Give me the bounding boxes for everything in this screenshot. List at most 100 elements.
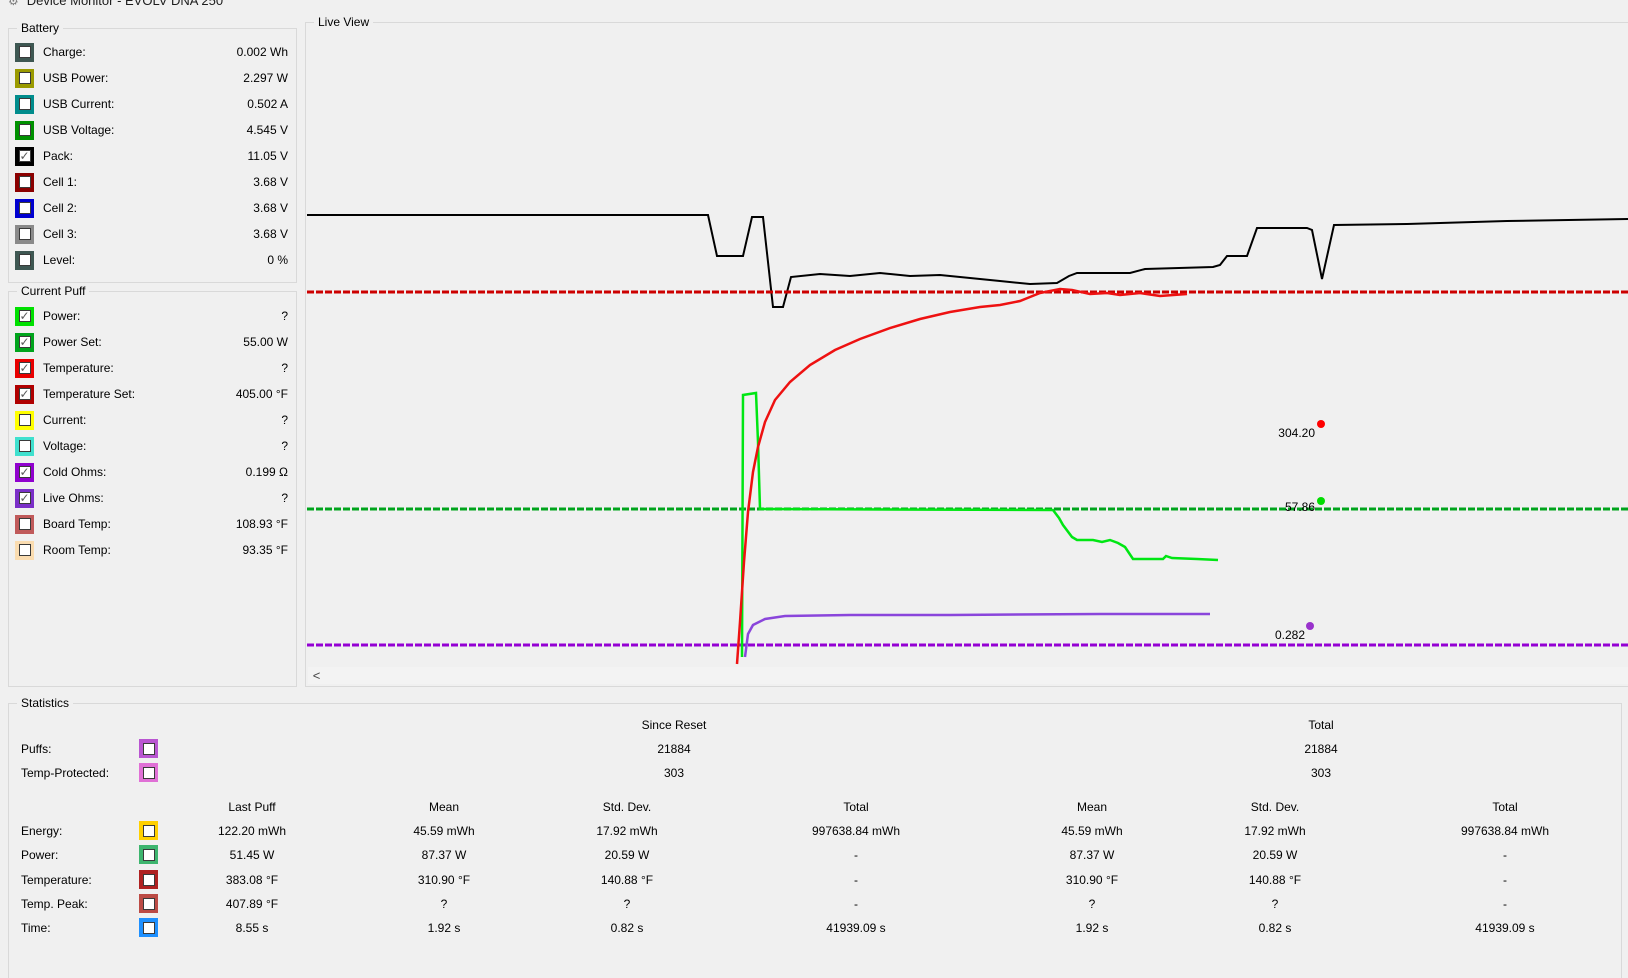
battery-checkbox[interactable]	[15, 172, 34, 192]
stat-cell: 122.20 mWh	[217, 824, 287, 838]
battery-label: Cell 1:	[43, 175, 78, 189]
chart-scrollbar[interactable]: <	[308, 667, 1628, 684]
battery-row: Cell 2: 3.68 V	[9, 195, 296, 221]
current-puff-checkbox[interactable]	[15, 514, 34, 534]
battery-row: USB Power: 2.297 W	[9, 65, 296, 91]
battery-checkbox[interactable]: ✓	[15, 146, 34, 166]
checkbox-box: ✓	[18, 491, 31, 505]
stat-counter-checkbox[interactable]	[139, 739, 158, 758]
checkbox-box	[142, 897, 155, 910]
battery-label: Pack:	[43, 149, 74, 163]
checkbox-box: ✓	[18, 361, 31, 375]
current-puff-checkbox[interactable]	[15, 540, 34, 560]
battery-checkbox[interactable]	[15, 224, 34, 244]
checkbox-box	[18, 544, 31, 556]
stat-column-header: Mean	[428, 800, 460, 814]
title-bar: ⚙ Device Monitor - EVOLV DNA 250	[0, 0, 1628, 11]
stat-row-label: Temperature:	[21, 873, 92, 887]
scroll-left-button[interactable]: <	[312, 668, 321, 683]
stat-counter-label: Temp-Protected:	[21, 766, 110, 780]
battery-value: 11.05 V	[247, 149, 288, 163]
battery-checkbox[interactable]	[15, 198, 34, 218]
current-puff-label: Temperature Set:	[43, 387, 136, 401]
stat-cell: 8.55 s	[235, 921, 269, 935]
current-puff-label: Room Temp:	[43, 543, 111, 557]
series-power	[740, 391, 1219, 658]
stat-row-checkbox[interactable]	[139, 870, 158, 889]
current-puff-checkbox[interactable]	[15, 436, 34, 456]
series-live-ohms	[743, 612, 1210, 658]
battery-checkbox[interactable]	[15, 120, 34, 140]
battery-checkbox[interactable]	[15, 68, 34, 88]
current-puff-checkbox[interactable]: ✓	[15, 306, 34, 326]
current-puff-row: ✓ Live Ohms:?	[9, 485, 296, 511]
stat-cell: ?	[623, 897, 631, 911]
current-puff-row: Board Temp: 108.93 °F	[9, 511, 296, 537]
checkbox-box	[142, 873, 155, 886]
stat-column-header: Total	[843, 800, 869, 814]
battery-row: USB Voltage: 4.545 V	[9, 117, 296, 143]
stat-row-checkbox[interactable]	[139, 821, 158, 840]
stat-counter-total: 21884	[1304, 742, 1338, 756]
latest-value-dot	[1317, 497, 1325, 505]
live-view-group: Live View 304.20 57.86 0.282 <	[305, 15, 1628, 687]
current-puff-row: Voltage:?	[9, 433, 296, 459]
battery-checkbox[interactable]	[15, 42, 34, 62]
stat-column-header: Std. Dev.	[1250, 800, 1300, 814]
checkbox-box	[18, 518, 31, 530]
battery-row: Charge: 0.002 Wh	[9, 39, 296, 65]
current-puff-value: 405.00 °F	[235, 387, 288, 401]
current-puff-row: ✓ Temperature Set: 405.00 °F	[9, 381, 296, 407]
battery-row: Level: 0 %	[9, 247, 296, 273]
battery-value: 4.545 V	[246, 123, 288, 137]
current-puff-label: Board Temp:	[43, 517, 111, 531]
current-puff-row: ✓ Cold Ohms: 0.199 Ω	[9, 459, 296, 485]
current-puff-group-title: Current Puff	[17, 284, 90, 298]
current-puff-checkbox[interactable]: ✓	[15, 358, 34, 378]
current-puff-label: Current:	[43, 413, 87, 427]
current-puff-value: ?	[281, 439, 288, 453]
checkbox-box	[18, 98, 31, 110]
checkbox-box	[18, 176, 31, 188]
stat-cell: 407.89 °F	[225, 897, 279, 911]
current-puff-row: ✓ Temperature:?	[9, 355, 296, 381]
current-puff-row: Room Temp: 93.35 °F	[9, 537, 296, 563]
stat-cell: 45.59 mWh	[413, 824, 475, 838]
stat-cell: 20.59 W	[1252, 848, 1298, 862]
current-puff-row: ✓ Power Set: 55.00 W	[9, 329, 296, 355]
latest-value-label: 57.86	[1285, 500, 1315, 514]
current-puff-value: 108.93 °F	[235, 517, 288, 531]
battery-checkbox[interactable]	[15, 250, 34, 270]
current-puff-checkbox[interactable]: ✓	[15, 384, 34, 404]
statistics-group: Statistics Since Reset Total Puffs: 21884…	[8, 696, 1622, 978]
checkbox-box	[142, 824, 155, 837]
stat-counter-checkbox[interactable]	[139, 763, 158, 782]
stat-row-checkbox[interactable]	[139, 918, 158, 937]
current-puff-label: Temperature:	[43, 361, 114, 375]
stat-cell: 41939.09 s	[1475, 921, 1535, 935]
stat-row-checkbox[interactable]	[139, 894, 158, 913]
checkbox-box	[18, 124, 31, 136]
stat-cell: 51.45 W	[229, 848, 275, 862]
current-puff-checkbox[interactable]: ✓	[15, 488, 34, 508]
stat-cell: 1.92 s	[1075, 921, 1109, 935]
stat-counter-since-reset: 303	[663, 766, 685, 780]
stat-cell: -	[854, 873, 858, 887]
live-view-chart[interactable]: 304.20 57.86 0.282	[307, 24, 1628, 665]
current-puff-checkbox[interactable]: ✓	[15, 462, 34, 482]
checkbox-box	[142, 848, 155, 861]
battery-row: Cell 1: 3.68 V	[9, 169, 296, 195]
current-puff-label: Voltage:	[43, 439, 87, 453]
stat-row-checkbox[interactable]	[139, 845, 158, 864]
current-puff-checkbox[interactable]	[15, 410, 34, 430]
stat-column-header: Last Puff	[228, 800, 276, 814]
battery-checkbox[interactable]	[15, 94, 34, 114]
battery-value: 0.502 A	[247, 97, 288, 111]
stat-counter-since-reset: 21884	[657, 742, 691, 756]
current-puff-value: 93.35 °F	[242, 543, 289, 557]
current-puff-rows: ✓ Power:? ✓ Power Set: 55.00 W ✓ Temperature:?…	[9, 292, 296, 563]
stat-cell: 87.37 W	[421, 848, 467, 862]
stat-cell: ?	[440, 897, 448, 911]
battery-group: Battery Charge: 0.002 Wh USB Power: 2.297 W…	[8, 21, 297, 283]
current-puff-checkbox[interactable]: ✓	[15, 332, 34, 352]
